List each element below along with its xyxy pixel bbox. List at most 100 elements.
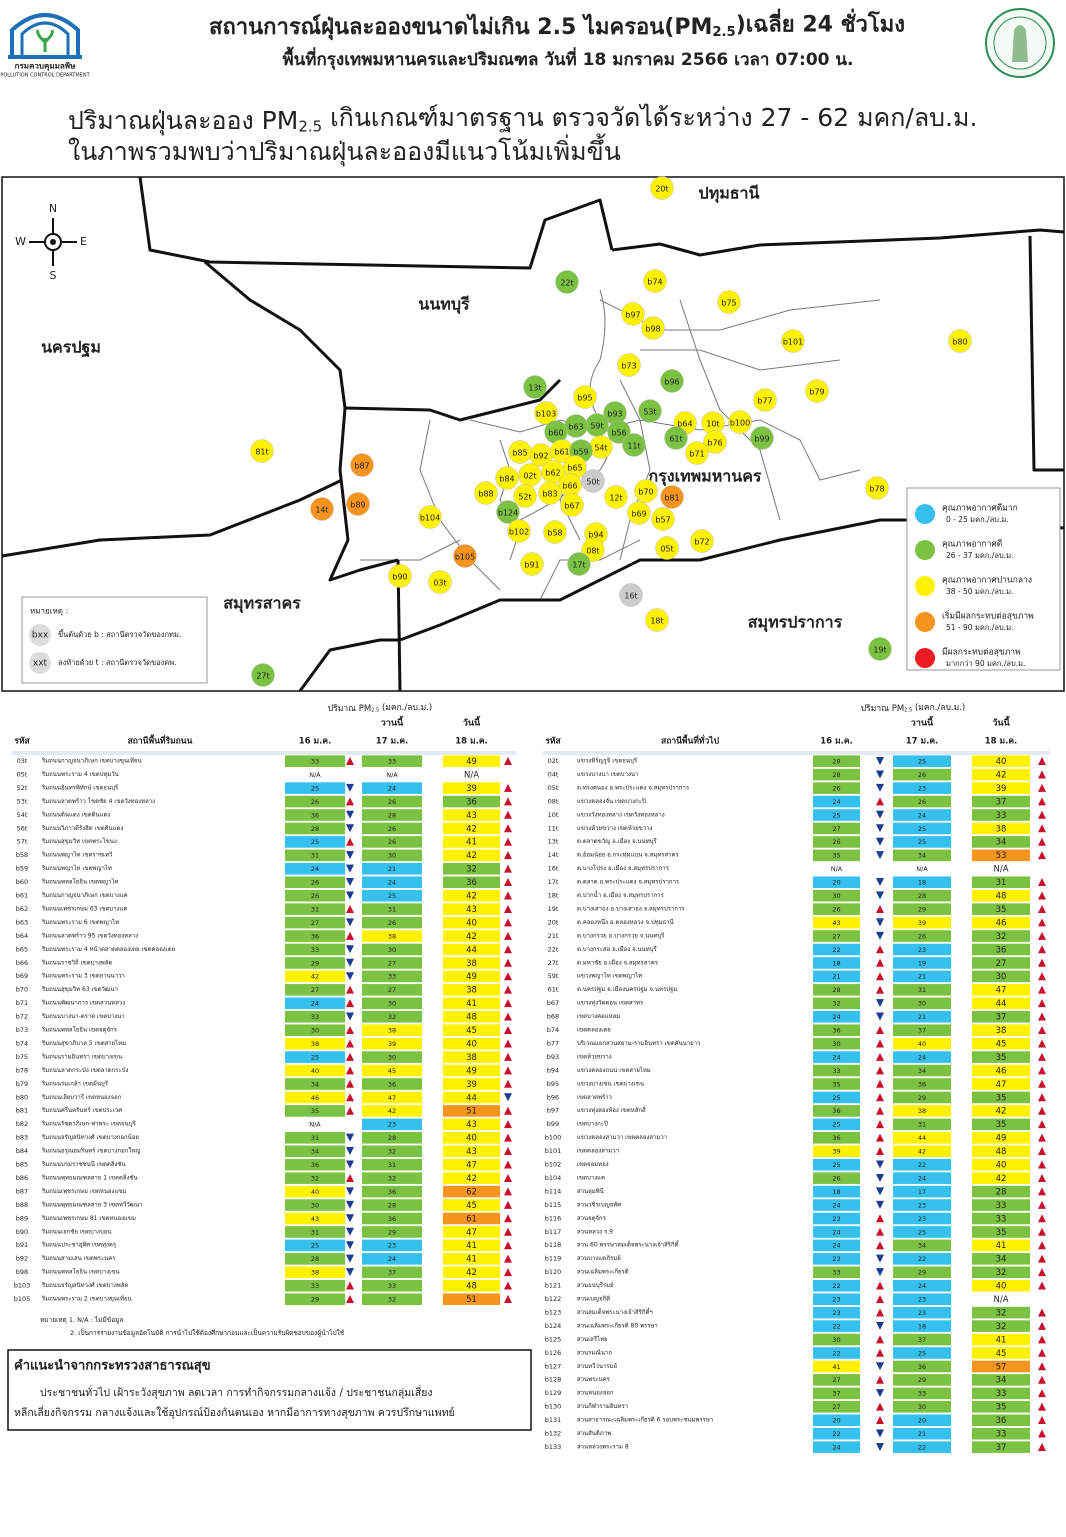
station [645,608,669,632]
value-cell [285,1078,345,1090]
value-label: 45 [466,1201,477,1211]
station-code: 16t [548,865,559,873]
value-cell [813,1293,860,1305]
value-cell [893,1320,951,1332]
value-label: 24 [918,811,926,819]
station-code: b120 [545,1268,562,1276]
value-label: 31 [311,1134,319,1142]
value-cell [893,1306,951,1319]
station-name: ริมถนนพหลโยธิน เขตจตุจักร [41,1026,117,1034]
trend-arrow [1038,783,1046,792]
trend-arrow [346,757,354,765]
station-label: 03t [433,579,446,588]
station-code: 22t [548,945,559,953]
value-cell [362,1226,422,1238]
value-label: 23 [918,1309,926,1317]
value-cell [893,1253,951,1265]
trend-arrow [346,878,354,887]
value-label: 25 [832,1121,840,1129]
value-cell [972,1185,1030,1198]
station-name: ต.บางกรวย อ.บางกรวย จ.นนทบุรี [577,931,665,939]
value-cell [443,1266,500,1279]
station-label: b65 [567,464,582,473]
station-code: b74 [547,1026,559,1034]
logo [8,13,82,59]
value-label: 26 [388,838,396,846]
value-cell [893,795,951,808]
trend-arrow [876,1200,884,1209]
station [643,269,667,293]
trend-arrow [504,864,512,873]
value-cell [893,822,951,835]
value-label: 25 [918,838,926,846]
value-cell [972,916,1030,929]
value-label: 33 [996,1389,1007,1399]
value-label: 26 [832,838,840,846]
station [581,469,605,493]
station-name: แขวงคลองถนน เขตสายไหม [577,1066,651,1074]
value-label: 39 [466,784,477,794]
value-cell [285,809,345,821]
station [619,583,643,607]
station-code: b129 [545,1389,562,1397]
note-swatch [29,624,51,646]
value-label: 26 [388,798,396,806]
value-cell [813,943,860,956]
value-label: 28 [311,825,319,833]
station-name: ริมถนนลาดกระบัง เขตลาดกระบัง [41,1067,128,1074]
station-code: b121 [545,1282,562,1290]
value-cell [362,876,422,889]
station-name: ต.ทรงคนอง อ.พระประแดง จ.สมุทรปราการ [577,784,690,791]
trend-arrow [876,985,884,994]
trend-arrow [346,1133,354,1142]
value-label: 27 [996,959,1007,969]
station-code: b75 [16,1053,28,1061]
station-name: สวน 60 พรรษาสมเด็จพระนางเจ้าสิริกิติ์ [577,1240,680,1249]
legend-swatch [915,540,935,560]
trend-arrow [876,1335,884,1344]
value-cell [972,930,1030,942]
trend-arrow [504,757,512,765]
value-cell [813,970,860,983]
value-cell [893,755,951,767]
station-code: b130 [545,1403,562,1411]
station-code: b119 [545,1255,562,1263]
value-label: 39 [388,1040,396,1048]
station-code: b63 [16,918,28,926]
trend-arrow [346,958,354,967]
value-cell [813,768,860,781]
text-part: (มคก./ลบ.ม.) [379,702,432,712]
station-label: 20t [655,185,668,194]
trend-arrow [876,1173,884,1182]
value-label: 62 [466,1187,477,1197]
value-cell [285,755,345,767]
value-label: 41 [466,999,477,1009]
trend-arrow [876,1227,884,1236]
value-label: 35 [996,1053,1007,1063]
value-cell [893,863,951,875]
value-cell [285,943,345,956]
value-label: 38 [996,1026,1007,1036]
value-label: 30 [832,892,840,900]
value-label: 29 [311,959,319,967]
trend-arrow [1038,851,1046,860]
value-label: 33 [388,1282,396,1290]
station [717,290,741,314]
value-label: 30 [388,1053,396,1061]
value-label: 36 [388,1215,396,1223]
value-cell [285,1037,345,1050]
value-label: 37 [388,1269,396,1277]
station [496,500,520,524]
note-swatch [29,652,51,674]
trend-arrow [1038,1066,1046,1075]
value-label: 44 [996,999,1007,1009]
station-code: b61 [16,892,28,900]
value-cell [443,809,500,821]
station-code: b128 [545,1376,562,1384]
value-cell [362,1212,422,1225]
trend-arrow [346,851,354,860]
trend-arrow [1038,1012,1046,1021]
station-label: b103 [536,410,556,419]
value-cell [893,1401,951,1413]
